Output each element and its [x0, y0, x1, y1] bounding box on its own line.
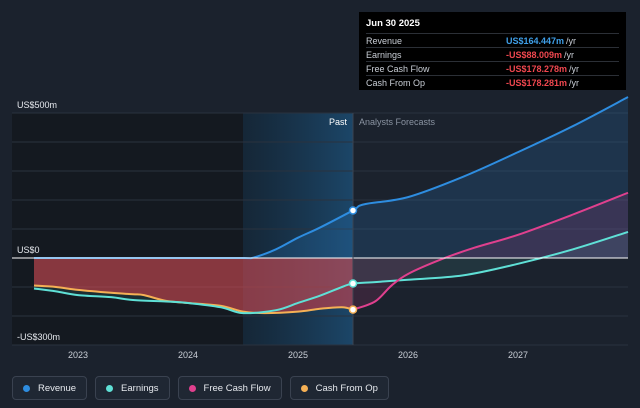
tooltip-row: Cash From Op -US$178.281m/yr: [366, 75, 619, 89]
x-tick-label: 2025: [288, 350, 308, 360]
legend-item-earnings[interactable]: Earnings: [95, 376, 170, 400]
area-fill-cash-from-op: [34, 258, 353, 314]
area-fills: [34, 97, 628, 314]
past-label: Past: [329, 117, 348, 127]
tooltip-unit: /yr: [569, 63, 580, 74]
legend-label: Earnings: [121, 382, 159, 394]
y-tick-label: US$500m: [17, 100, 57, 110]
tooltip-row: Free Cash Flow -US$178.278m/yr: [366, 61, 619, 75]
legend-item-free-cash-flow[interactable]: Free Cash Flow: [177, 376, 282, 400]
series-line-earnings: [33, 230, 629, 315]
legend-item-revenue[interactable]: Revenue: [12, 376, 88, 400]
legend-label: Revenue: [38, 382, 77, 394]
area-fill-free-cash-flow: [353, 192, 628, 310]
series-markers: [348, 206, 358, 314]
x-axis-labels: 2023 2024 2025 2026 2027: [68, 350, 528, 360]
legend-dot-icon: [106, 384, 114, 392]
legend-dot-icon: [300, 384, 308, 392]
legend-dot-icon: [23, 384, 30, 392]
legend-label: Free Cash Flow: [203, 382, 271, 394]
tooltip-panel: Jun 30 2025 Revenue US$164.447m/yr Earning…: [359, 12, 626, 90]
tooltip-rows: Revenue US$164.447m/yr Earnings -US$88.009m…: [366, 33, 619, 89]
marker-cash-from-op[interactable]: [348, 305, 358, 314]
tooltip-value: US$164.447m: [506, 35, 565, 46]
x-tick-label: 2026: [398, 350, 418, 360]
y-axis-labels: US$500m US$0 -US$300m: [17, 100, 60, 342]
tooltip-date: Jun 30 2025: [366, 18, 420, 29]
y-tick-label: -US$300m: [17, 332, 60, 342]
legend-dot-icon: [188, 384, 196, 392]
tooltip-label: Cash From Op: [366, 77, 426, 88]
tooltip-label: Earnings: [366, 49, 402, 60]
x-tick-label: 2024: [178, 350, 198, 360]
tooltip-label: Revenue: [366, 35, 403, 46]
legend-item-cash-from-op[interactable]: Cash From Op: [289, 376, 389, 400]
x-tick-label: 2023: [68, 350, 88, 360]
tooltip-value: -US$178.281m: [506, 77, 568, 88]
tooltip-unit: /yr: [569, 77, 580, 88]
tooltip-row: Earnings -US$88.009m/yr: [366, 47, 619, 61]
series-line-free-cash-flow: [352, 191, 629, 311]
tooltip-unit: /yr: [566, 35, 577, 46]
y-tick-label: US$0: [17, 245, 40, 255]
forecast-label: Analysts Forecasts: [359, 117, 436, 127]
x-tick-label: 2027: [508, 350, 528, 360]
tooltip-value: -US$178.278m: [506, 63, 568, 74]
tooltip-value: -US$88.009m: [506, 49, 563, 60]
tooltip-label: Free Cash Flow: [366, 63, 430, 74]
area-fill-revenue: [34, 97, 628, 259]
legend: Revenue Earnings Free Cash Flow Cash From O…: [12, 376, 389, 400]
marker-revenue[interactable]: [348, 206, 358, 215]
tooltip-unit: /yr: [564, 49, 575, 60]
legend-label: Cash From Op: [315, 382, 378, 394]
marker-earnings[interactable]: [348, 279, 358, 288]
tooltip-row: Revenue US$164.447m/yr: [366, 33, 619, 47]
